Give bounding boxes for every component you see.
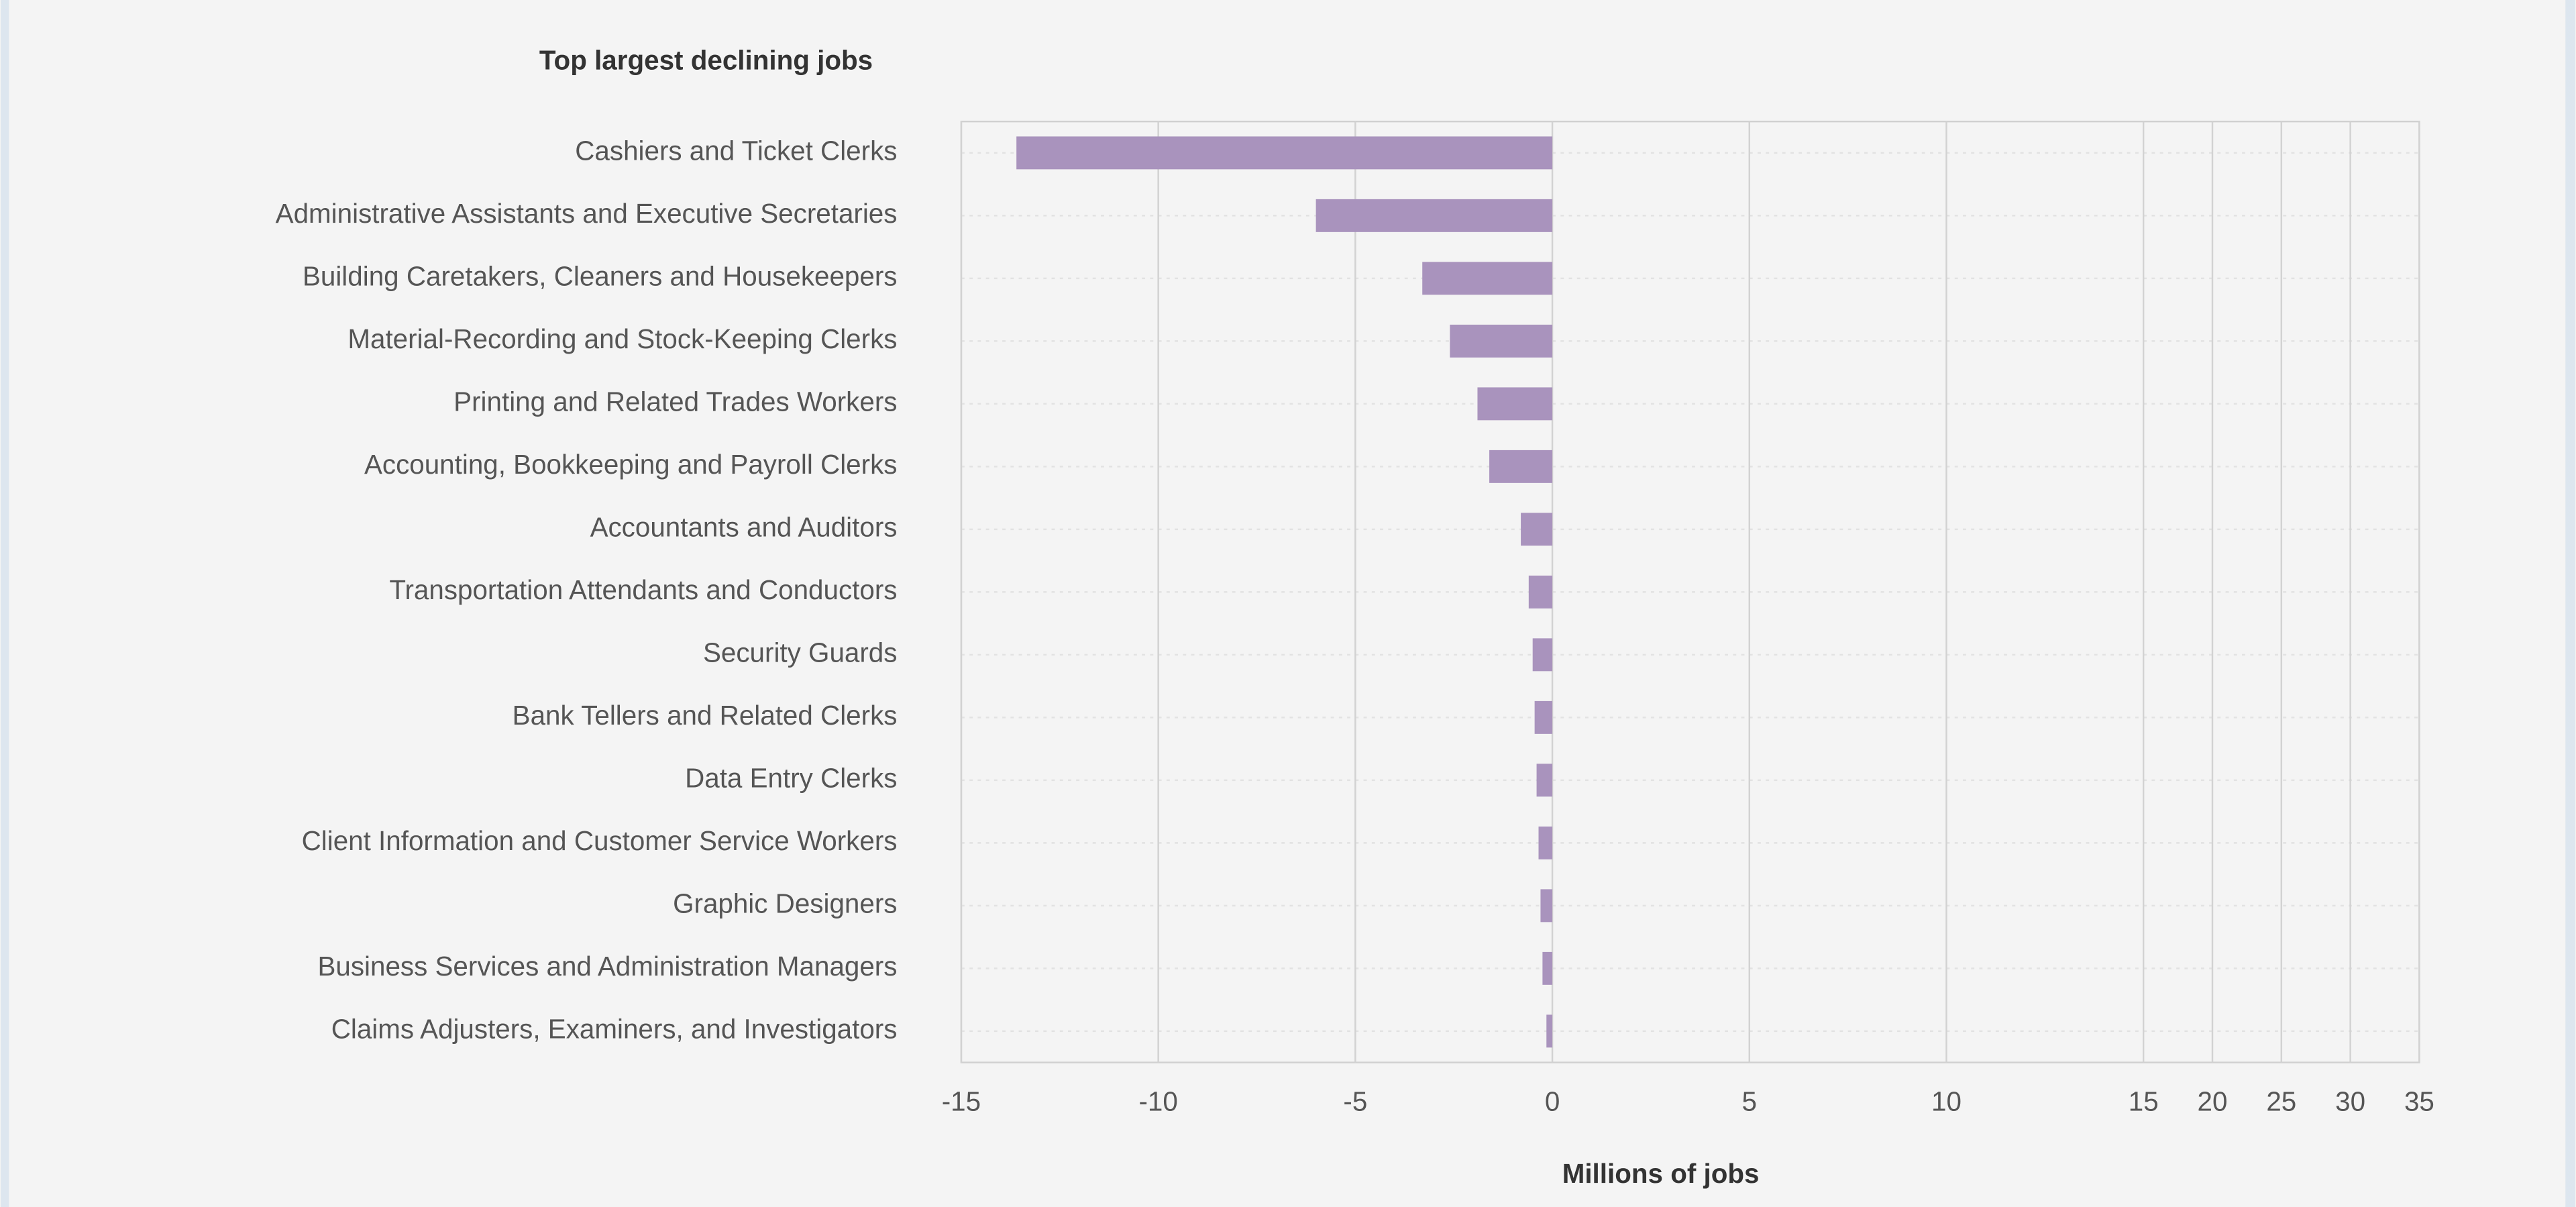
y-tick-label: Administrative Assistants and Executive … (276, 198, 898, 229)
right-edge (2565, 0, 2575, 1207)
x-tick-label: 20 (2198, 1086, 2228, 1116)
left-edge (1, 0, 9, 1207)
y-tick-label: Transportation Attendants and Conductors (389, 574, 897, 605)
x-tick-label: 5 (1742, 1086, 1757, 1116)
x-tick-label: 35 (2404, 1086, 2434, 1116)
bar (1534, 700, 1553, 734)
y-tick-label: Bank Tellers and Related Clerks (513, 700, 898, 731)
bar (1422, 262, 1553, 295)
bar (1542, 951, 1553, 985)
y-tick-label: Cashiers and Ticket Clerks (575, 136, 897, 166)
y-tick-label: Claims Adjusters, Examiners, and Investi… (331, 1014, 898, 1045)
x-tick-label: 25 (2266, 1086, 2296, 1116)
bar (1540, 889, 1553, 923)
bar (1016, 136, 1553, 170)
bar (1532, 638, 1553, 672)
x-tick-label: -10 (1138, 1086, 1177, 1116)
x-tick-label: 0 (1545, 1086, 1560, 1116)
bar (1450, 324, 1553, 358)
bar (1538, 826, 1553, 859)
chart-title: Top largest declining jobs (539, 45, 873, 76)
bar (1521, 513, 1553, 546)
y-tick-label: Security Guards (703, 637, 897, 668)
y-tick-label: Accounting, Bookkeeping and Payroll Cler… (364, 449, 898, 480)
bar (1528, 575, 1553, 609)
x-tick-label: 10 (1931, 1086, 1962, 1116)
x-tick-label: 15 (2129, 1086, 2159, 1116)
bar (1536, 764, 1553, 797)
bar (1546, 1014, 1553, 1048)
y-tick-label: Printing and Related Trades Workers (453, 386, 897, 417)
y-tick-label: Business Services and Administration Man… (317, 951, 897, 982)
y-tick-label: Client Information and Customer Service … (302, 825, 898, 856)
x-tick-label: -15 (942, 1086, 981, 1116)
y-tick-label: Graphic Designers (673, 888, 897, 919)
y-tick-label: Data Entry Clerks (685, 763, 897, 794)
y-tick-label: Building Caretakers, Cleaners and Housek… (303, 261, 898, 292)
y-tick-label: Material-Recording and Stock-Keeping Cle… (347, 323, 897, 354)
bar (1477, 387, 1553, 421)
bar (1489, 450, 1553, 483)
x-tick-label: -5 (1343, 1086, 1367, 1116)
bar (1316, 199, 1553, 232)
x-tick-label: 30 (2335, 1086, 2365, 1116)
y-tick-label: Accountants and Auditors (590, 512, 898, 543)
x-axis-title: Millions of jobs (1562, 1158, 1760, 1189)
